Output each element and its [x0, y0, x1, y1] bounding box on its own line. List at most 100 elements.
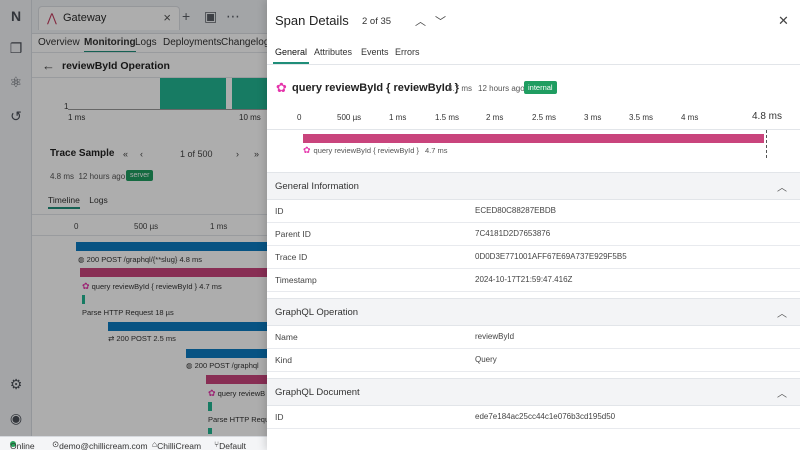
- tab-logs[interactable]: Logs: [135, 37, 157, 48]
- trace-subtabs: Timeline Logs: [48, 195, 108, 209]
- span-bar[interactable]: [303, 134, 764, 143]
- tab-attributes[interactable]: Attributes: [314, 47, 353, 57]
- modal-backdrop[interactable]: [0, 0, 267, 436]
- internal-badge: internal: [524, 81, 557, 94]
- graphql-icon: ✿: [276, 80, 287, 95]
- graph-icon[interactable]: ⚛: [9, 74, 23, 90]
- kv-key: Name: [275, 332, 298, 342]
- timeline-row[interactable]: Parse HTTP Request 18 µs: [82, 308, 318, 317]
- tab-general[interactable]: General: [272, 47, 310, 64]
- trace-sample-title: Trace Sample: [50, 148, 115, 159]
- timeline-span-bar[interactable]: [208, 428, 212, 434]
- tick-label: 500 µs: [134, 222, 159, 231]
- kv-value: 7C4181D2D7653876: [475, 229, 551, 238]
- chevron-up-icon[interactable]: ︿: [777, 309, 787, 320]
- chevron-down-icon[interactable]: ﹀: [435, 16, 446, 28]
- tab-errors[interactable]: Errors: [395, 47, 420, 57]
- span-ago: 12 hours ago: [478, 84, 525, 93]
- history-icon[interactable]: ↺: [10, 108, 22, 124]
- chevron-up-icon[interactable]: ︿: [777, 389, 787, 400]
- tick-label: 2 ms: [486, 113, 504, 122]
- timeline-row[interactable]: ◍ 200 POST /graphql: [186, 361, 422, 370]
- window-tab-gateway[interactable]: ⋀ Gateway ×: [38, 6, 180, 30]
- close-tab-icon[interactable]: ×: [163, 10, 171, 25]
- branch-status[interactable]: ⑂ Default: [214, 439, 247, 450]
- trace-meta: 4.8 ms 12 hours ago: [50, 172, 125, 181]
- tab-changelog[interactable]: Changelog: [221, 37, 270, 48]
- timeline-row[interactable]: ✿ query reviewB: [208, 388, 444, 399]
- span-summary: ✿ query reviewById { reviewById } 4.7 ms…: [276, 80, 557, 96]
- trace-duration: 4.8 ms: [50, 172, 75, 181]
- close-icon[interactable]: ✕: [778, 13, 789, 28]
- branch-name: Default: [219, 441, 247, 450]
- globe-icon: ◍: [78, 255, 85, 264]
- kv-key: Timestamp: [275, 275, 317, 285]
- timeline-row-label: 200 POST 2.5 ms: [116, 334, 176, 343]
- tab-events[interactable]: Events: [361, 47, 389, 57]
- settings-icon[interactable]: ⚙: [9, 376, 23, 392]
- span-bar-duration: 4.7 ms: [425, 146, 448, 155]
- timeline-row[interactable]: ✿ query reviewById { reviewById } 4.7 ms: [82, 281, 318, 292]
- next-page-icon[interactable]: ›: [236, 149, 239, 159]
- end-marker: [766, 130, 767, 158]
- tick-label: 3.5 ms: [629, 113, 654, 122]
- general-information-header[interactable]: General Information ︿: [267, 172, 800, 200]
- last-page-icon[interactable]: »: [254, 149, 260, 159]
- timeline-span-bar[interactable]: [206, 375, 268, 384]
- user-email: demo@chillicream.com: [59, 441, 148, 450]
- kv-key: Trace ID: [275, 252, 308, 262]
- tab-overview[interactable]: Overview: [38, 37, 80, 48]
- documents-icon[interactable]: ❐: [9, 40, 23, 56]
- timeline-row-label: 200 POST /graphql/{**slug} 4.8 ms: [86, 255, 202, 264]
- org-status[interactable]: ⌂ ChilliCream: [152, 439, 202, 450]
- online-label: Online: [10, 441, 35, 450]
- section-title: GraphQL Document: [275, 387, 360, 398]
- span-bar-name: query reviewById { reviewById }: [313, 146, 420, 155]
- timeline-row[interactable]: Parse HTTP Reque: [208, 415, 444, 424]
- chevron-up-icon[interactable]: ︿: [415, 16, 426, 28]
- prev-page-icon[interactable]: ‹: [140, 149, 143, 159]
- graphql-operation-header[interactable]: GraphQL Operation ︿: [267, 298, 800, 326]
- kv-value: ede7e184ac25cc44c1e076b3cd195d50: [475, 412, 616, 421]
- logo-icon[interactable]: N: [10, 8, 22, 24]
- add-tab-icon[interactable]: +: [182, 8, 191, 24]
- kv-row: Parent ID 7C4181D2D7653876: [267, 223, 800, 246]
- subtab-timeline[interactable]: Timeline: [48, 195, 80, 209]
- back-arrow-icon[interactable]: ←: [42, 58, 55, 73]
- window-tab-label: Gateway: [63, 12, 107, 24]
- timeline-row[interactable]: ⇄ 200 POST 2.5 ms: [108, 334, 344, 343]
- user-status[interactable]: ⊙ demo@chillicream.com: [52, 439, 148, 450]
- graphql-icon: ✿: [208, 388, 216, 398]
- tab-deployments[interactable]: Deployments: [163, 37, 222, 48]
- histogram-axis: [68, 109, 298, 110]
- timeline-row[interactable]: ◍ 200 POST /graphql/{**slug} 4.8 ms: [78, 255, 314, 264]
- account-icon[interactable]: ◉: [9, 410, 23, 426]
- chevron-up-icon[interactable]: ︿: [777, 183, 787, 194]
- graphql-document-header[interactable]: GraphQL Document ︿: [267, 378, 800, 406]
- timeline-span-bar[interactable]: [80, 268, 268, 277]
- first-page-icon[interactable]: «: [123, 149, 129, 159]
- online-dot-icon: [10, 441, 16, 447]
- kv-value: 0D0D3E771001AFF67E69A737E929F5B5: [475, 252, 627, 261]
- trace-pager: 1 of 500: [180, 149, 213, 159]
- timeline-span-bar[interactable]: [208, 402, 212, 411]
- gateway-icon: ⋀: [47, 11, 57, 25]
- timeline-span-bar[interactable]: [76, 242, 268, 251]
- histogram-bar: [160, 78, 226, 110]
- globe-icon: ◍: [186, 361, 193, 370]
- kv-row: ID ede7e184ac25cc44c1e076b3cd195d50: [267, 406, 800, 429]
- timeline-span-bar[interactable]: [186, 349, 268, 358]
- kv-key: Kind: [275, 355, 293, 365]
- kv-value: 2024-10-17T21:59:47.416Z: [475, 275, 573, 284]
- timeline-span-bar[interactable]: [108, 322, 268, 331]
- kv-key: ID: [275, 412, 284, 422]
- tick-label: 2.5 ms: [532, 113, 557, 122]
- subtab-logs[interactable]: Logs: [89, 195, 108, 205]
- panel-title: Span Details: [275, 13, 349, 28]
- more-icon[interactable]: ⋯: [226, 8, 240, 24]
- timeline-span-bar[interactable]: [82, 295, 85, 304]
- tick-label: 4.8 ms: [752, 111, 783, 122]
- latency-histogram: 1 1 ms 10 ms: [32, 78, 800, 128]
- kv-value: Query: [475, 355, 497, 364]
- save-icon[interactable]: ▣: [204, 8, 218, 24]
